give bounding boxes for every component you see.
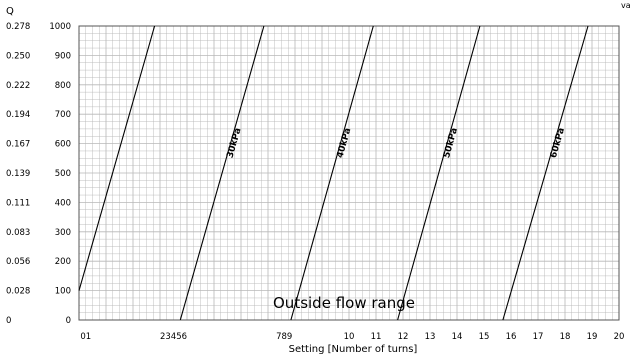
y-tick-label: 400 xyxy=(55,198,71,208)
y-tick-label: 300 xyxy=(55,228,71,238)
q-tick-label: 0.222 xyxy=(6,81,30,91)
curves xyxy=(78,25,589,321)
y-tick-label: 1000 xyxy=(49,22,71,32)
q-tick-label: 0.111 xyxy=(6,198,30,208)
series-line-unlabeled-0 xyxy=(78,25,156,291)
q-tick-label: 0 xyxy=(6,316,11,326)
y-tick-label: 800 xyxy=(55,81,71,91)
x-tick-label: 10 xyxy=(344,332,355,342)
x-tick-label: 23456 xyxy=(160,332,187,342)
y-tick-label: 900 xyxy=(55,51,71,61)
y-tick-label: 0 xyxy=(66,316,71,326)
outside-flow-range-note: Outside flow range xyxy=(273,294,415,312)
x-tick-label: 20 xyxy=(614,332,625,342)
y-tick-label: 600 xyxy=(55,140,71,150)
q-tick-label: 0.083 xyxy=(6,228,30,238)
q-tick-label: 0.028 xyxy=(6,287,30,297)
q-tick-label: 0.167 xyxy=(6,140,30,150)
x-tick-label: 01 xyxy=(80,332,91,342)
series-line-30kPa xyxy=(179,25,265,321)
q-tick-label: 0.250 xyxy=(6,51,30,61)
x-tick-label: 13 xyxy=(425,332,436,342)
q-tick-label: 0.056 xyxy=(6,257,30,267)
y-tick-label: 500 xyxy=(55,169,71,179)
series-line-60kPa xyxy=(502,25,589,321)
x-axis-label: Setting [Number of turns] xyxy=(289,344,418,355)
x-tick-labels: 01 23456 789 10 11 12 13 14 15 16 17 18 19 20 xyxy=(80,332,624,342)
x-tick-label: 14 xyxy=(452,332,463,342)
x-tick-label: 789 xyxy=(276,332,292,342)
series-line-40kPa xyxy=(290,25,374,321)
x-tick-label: 15 xyxy=(479,332,490,342)
q-axis-label: Q xyxy=(6,6,14,17)
x-tick-label: 17 xyxy=(533,332,544,342)
q-tick-labels: 0 0.028 0.056 0.083 0.111 0.139 0.167 0.194 0.22… xyxy=(6,22,30,326)
x-tick-label: 11 xyxy=(371,332,382,342)
series-line-50kPa xyxy=(397,25,481,321)
q-tick-label: 0.194 xyxy=(6,110,30,120)
q-tick-label: 0.278 xyxy=(6,22,30,32)
y-tick-label: 700 xyxy=(55,110,71,120)
right-axis-label: va xyxy=(621,1,631,10)
y-tick-label: 100 xyxy=(55,287,71,297)
q-tick-label: 0.139 xyxy=(6,169,30,179)
x-tick-label: 12 xyxy=(398,332,409,342)
x-tick-label: 18 xyxy=(560,332,571,342)
plot-frame xyxy=(78,25,620,321)
y-tick-labels: 0 100 200 300 400 500 600 700 800 900 1000 xyxy=(49,22,71,326)
grid xyxy=(78,25,620,321)
x-tick-label: 19 xyxy=(587,332,598,342)
x-tick-label: 16 xyxy=(506,332,517,342)
y-tick-label: 200 xyxy=(55,257,71,267)
series-label-40kPa: 40kPa xyxy=(335,127,353,159)
